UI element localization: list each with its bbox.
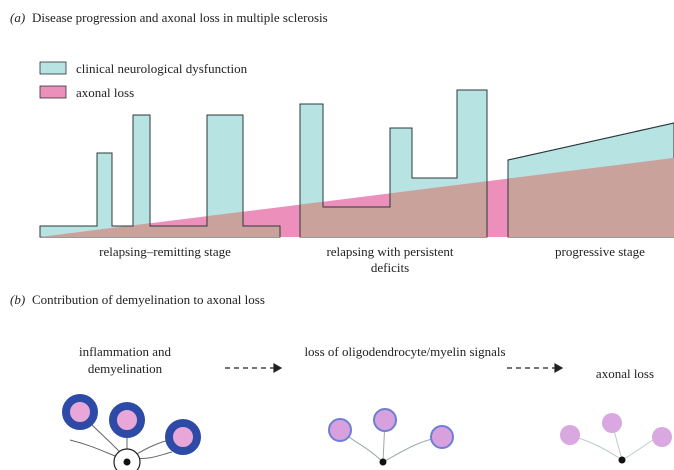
legend-swatch: [40, 62, 66, 74]
legend-label: clinical neurological dysfunction: [76, 61, 248, 76]
cells-axonal-loss: [560, 413, 672, 464]
step-label: demyelination: [88, 361, 163, 376]
cells-demyelinated: [329, 409, 453, 466]
step-label: axonal loss: [596, 366, 654, 381]
legend-swatch: [40, 86, 66, 98]
stage-label: progressive stage: [555, 244, 645, 259]
stage-label: relapsing–remitting stage: [99, 244, 231, 259]
step-label: loss of oligodendrocyte/myelin signals: [304, 344, 505, 359]
panel-title: Disease progression and axonal loss in m…: [32, 10, 328, 25]
legend-label: axonal loss: [76, 85, 134, 100]
cells-inflamed: [66, 398, 197, 470]
panel-label: (a): [10, 10, 25, 25]
step-label: inflammation and: [79, 344, 172, 359]
panel-label: (b): [10, 292, 25, 307]
stage-label: deficits: [371, 260, 409, 275]
stage-label: relapsing with persistent: [326, 244, 453, 259]
figure: (a) Disease progression and axonal loss …: [0, 0, 674, 470]
panel-title: Contribution of demyelination to axonal …: [32, 292, 265, 307]
arrow: [225, 364, 562, 372]
